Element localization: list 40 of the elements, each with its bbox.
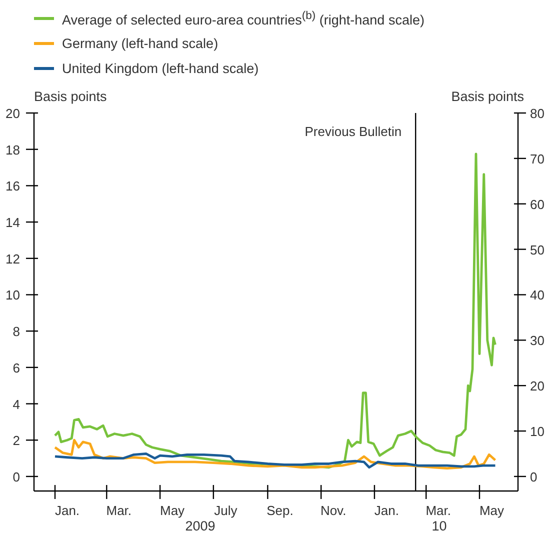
- y2-tick-label: 70: [530, 151, 544, 166]
- text: 2009: [185, 518, 216, 534]
- y-tick-label: 0: [12, 469, 20, 484]
- text: 10: [432, 518, 447, 534]
- x-tick-label: Mar.: [426, 503, 452, 518]
- x-tick-label: Mar.: [106, 503, 132, 518]
- x-tick-label: Jan.: [374, 503, 400, 518]
- x-tick-label: Jan.: [54, 503, 80, 518]
- line-series: [54, 452, 496, 469]
- x-tick-label: Nov.: [320, 503, 346, 518]
- y-tick-label: 2: [12, 433, 20, 448]
- y-tick-label: 18: [6, 142, 20, 158]
- y2-tick-label: 80: [530, 106, 544, 121]
- y-tick-label: 6: [12, 360, 20, 376]
- legend-label: Average of selected euro-area countries$^{(b)}$ (right-hand scale): [62, 10, 424, 28]
- x-tick-label: July: [214, 503, 238, 518]
- x-tick-label: May: [479, 503, 505, 518]
- y2-tick-label: 50: [530, 242, 544, 258]
- line-series: [54, 438, 496, 470]
- y-tick-label: 4: [12, 396, 20, 412]
- y2-axis-title: Basis points: [451, 89, 524, 104]
- y-tick-label: 16: [6, 178, 20, 194]
- y-tick-label: 10: [6, 288, 20, 303]
- x-tick-label: Sep.: [266, 503, 294, 518]
- y-axis-title: Basis points: [34, 89, 107, 104]
- y2-tick-label: 30: [530, 333, 544, 348]
- line-series: [54, 152, 496, 469]
- y2-tick-label: 60: [530, 196, 544, 212]
- y-tick-label: 20: [6, 106, 20, 121]
- y2-tick-label: 10: [530, 424, 544, 440]
- ref-line-label: Previous Bulletin: [304, 124, 402, 140]
- legend-label: Germany (left-hand scale): [62, 36, 218, 51]
- y2-tick-label: 0: [530, 469, 538, 484]
- x-tick-label: May: [160, 503, 186, 518]
- y-tick-label: 12: [6, 251, 20, 266]
- y-tick-label: 8: [12, 324, 20, 340]
- y2-tick-label: 40: [530, 288, 544, 303]
- y2-tick-label: 20: [530, 378, 544, 394]
- legend-label: United Kingdom (left-hand scale): [62, 61, 259, 76]
- y-tick-label: 14: [6, 215, 20, 230]
